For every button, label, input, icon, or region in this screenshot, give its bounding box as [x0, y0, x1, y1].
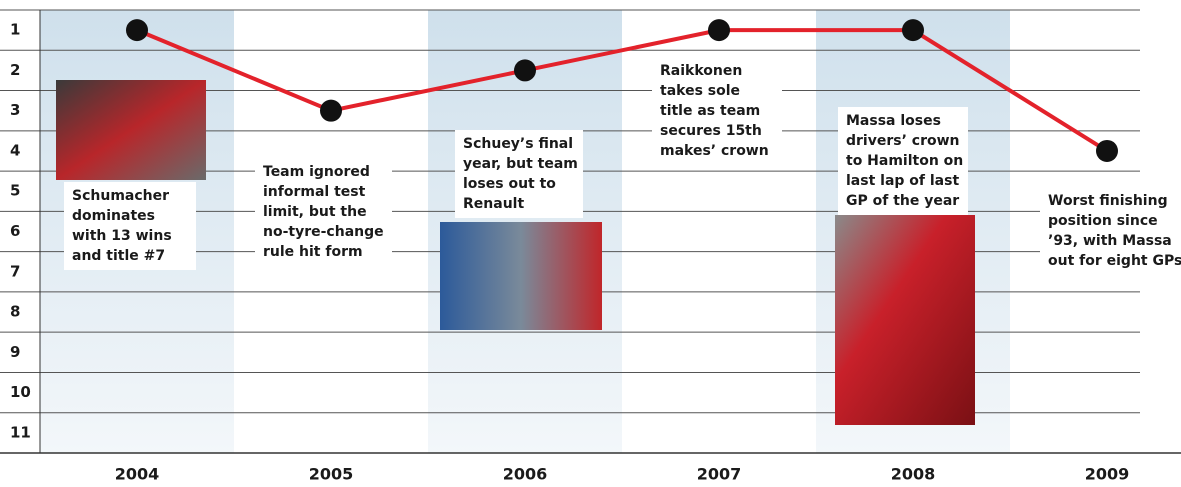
photo — [440, 222, 602, 330]
annotation-box — [255, 158, 392, 266]
annotation-line: title as team — [660, 103, 760, 119]
y-tick-label: 10 — [10, 383, 31, 401]
annotation: Raikkonen takes sole title as team secures … — [652, 57, 782, 165]
photo — [56, 80, 206, 180]
annotation-line: secures 15th — [660, 123, 762, 139]
annotation-line: GP of the year — [846, 193, 959, 209]
annotation-line: last lap of last — [846, 173, 959, 189]
annotation-line: with 13 wins — [72, 228, 172, 244]
y-tick-label: 2 — [10, 61, 20, 79]
annotation-box — [838, 107, 968, 215]
y-tick-label: 7 — [10, 262, 20, 280]
annotation-line: Worst finishing — [1048, 193, 1168, 209]
annotation: Worst finishing position since ’93, with M… — [1040, 187, 1181, 275]
annotation-line: out for eight GPs — [1048, 253, 1181, 269]
annotation-line: Team ignored — [263, 164, 370, 180]
annotation-line: to Hamilton on — [846, 153, 963, 169]
annotation-line: Schuey’s final — [463, 136, 573, 152]
x-tick-label: 2005 — [309, 465, 354, 484]
annotation: Schuey’s final year, but team loses out to… — [455, 130, 583, 218]
annotation-line: Schumacher — [72, 188, 169, 204]
annotation-line: Renault — [463, 196, 524, 212]
annotation-line: and title #7 — [72, 248, 165, 264]
x-tick-label: 2006 — [503, 465, 548, 484]
y-tick-label: 4 — [10, 141, 20, 159]
annotation-line: takes sole — [660, 83, 740, 99]
line — [136, 28, 1109, 153]
annotation-line: limit, but the — [263, 204, 367, 220]
y-tick-label: 1 — [10, 21, 20, 39]
annotation-box — [652, 57, 782, 165]
x-tick-label: 2008 — [891, 465, 936, 484]
annotations: Schumacher dominates with 13 wins and title… — [64, 57, 1181, 275]
annotation-box — [1040, 187, 1180, 275]
annotation-line: Massa loses — [846, 113, 941, 129]
annotation-line: ’93, with Massa — [1048, 233, 1172, 249]
x-tick-label: 2004 — [115, 465, 160, 484]
annotation-line: Raikkonen — [660, 63, 742, 79]
y-tick-label: 5 — [10, 182, 20, 200]
annotation-line: dominates — [72, 208, 155, 224]
y-tick-label: 9 — [10, 343, 20, 361]
annotation-box — [455, 130, 583, 218]
point — [320, 99, 342, 122]
annotation-line: no-tyre-change — [263, 224, 384, 240]
y-tick-label: 3 — [10, 101, 20, 119]
photo — [835, 215, 975, 425]
annotation-line: year, but team — [463, 156, 578, 172]
point — [514, 59, 536, 82]
annotation-line: informal test — [263, 184, 366, 200]
annotation-line: makes’ crown — [660, 143, 769, 159]
x-tick-label: 2009 — [1085, 465, 1130, 484]
annotation-line: loses out to — [463, 176, 556, 192]
annotation: Team ignored informal test limit, but the n… — [255, 158, 392, 266]
point — [708, 19, 730, 42]
annotation-line: position since — [1048, 213, 1158, 229]
plot: 2004 2005 2006 2007 2008 2009 — [115, 19, 1130, 484]
y-tick-label: 11 — [10, 423, 31, 441]
point — [126, 19, 148, 42]
y-tick-label: 6 — [10, 222, 20, 240]
annotation-box — [64, 182, 196, 270]
x-tick-label: 2007 — [697, 465, 742, 484]
annotation: Schumacher dominates with 13 wins and title… — [64, 182, 196, 270]
point — [902, 19, 924, 42]
annotation-line: rule hit form — [263, 244, 363, 260]
annotation: Massa loses drivers’ crown to Hamilton on l… — [838, 107, 968, 215]
y-tick-label: 8 — [10, 303, 20, 321]
annotation-line: drivers’ crown — [846, 133, 960, 149]
point — [1096, 139, 1118, 162]
